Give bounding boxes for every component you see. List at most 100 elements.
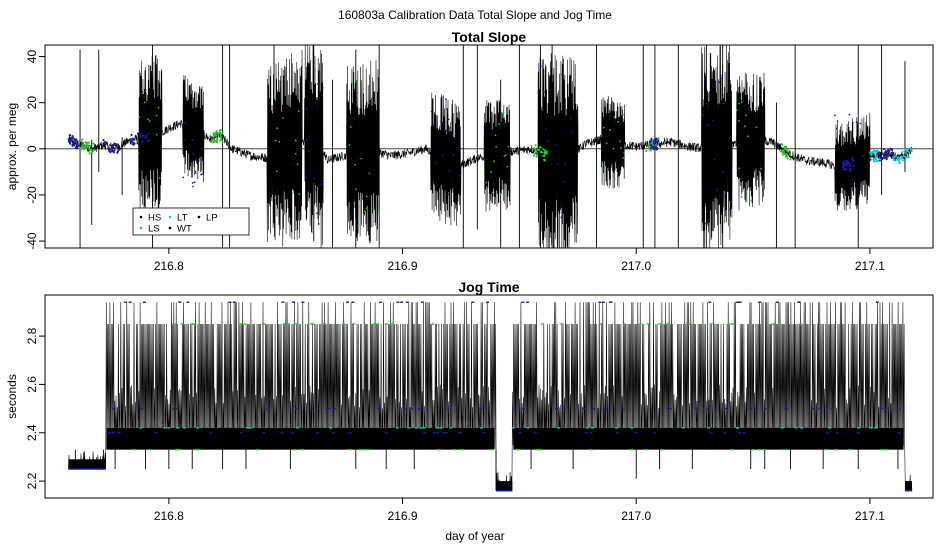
burst-point <box>349 125 352 128</box>
calibration-point <box>543 158 546 162</box>
burst-point <box>736 109 738 112</box>
calibration-point <box>907 150 910 153</box>
burst-point <box>200 173 203 176</box>
y-tick-label: 20 <box>25 96 39 110</box>
burst-point <box>155 133 158 136</box>
calibration-point <box>543 149 547 152</box>
total-slope-title: Total Slope <box>452 29 527 45</box>
calibration-point <box>75 138 78 141</box>
calibration-point <box>102 139 105 142</box>
calibration-point <box>532 154 536 157</box>
burst-point <box>458 174 461 177</box>
burst-point <box>506 165 509 168</box>
calibration-point <box>654 146 658 149</box>
burst-point <box>317 223 320 225</box>
calibration-point <box>82 143 85 146</box>
calibration-point <box>111 144 114 147</box>
burst-point <box>738 119 740 122</box>
y-tick-label: 2.2 <box>25 472 39 489</box>
burst-point <box>499 193 502 195</box>
burst-point <box>449 169 451 172</box>
calibration-point <box>214 140 217 143</box>
calibration-point <box>880 158 884 161</box>
calibration-point <box>84 141 87 144</box>
calibration-point <box>110 148 114 151</box>
burst-point <box>740 196 743 198</box>
calibration-point <box>214 132 217 135</box>
burst-point <box>194 109 197 112</box>
calibration-point <box>882 147 885 151</box>
calibration-point <box>70 136 73 140</box>
burst-point <box>503 155 506 158</box>
calibration-point <box>650 137 653 141</box>
burst-point <box>866 131 869 134</box>
burst-point <box>191 139 194 141</box>
total-slope-data <box>45 45 933 248</box>
calibration-point <box>847 162 850 165</box>
calibration-point <box>113 143 116 147</box>
calibration-point <box>846 164 849 167</box>
total-slope-panel: Total Slope 216.8 216.9 217.0 217.1-40-2002… <box>5 29 934 273</box>
burst-point <box>619 146 622 149</box>
calibration-point <box>653 139 656 142</box>
burst-point <box>142 179 145 181</box>
burst-point <box>502 112 504 115</box>
calibration-point <box>116 151 119 154</box>
calibration-point <box>890 151 893 155</box>
legend-box <box>132 207 250 236</box>
calibration-point <box>852 164 855 167</box>
calibration-point <box>873 152 876 155</box>
burst-point <box>155 114 158 117</box>
burst-point <box>360 157 363 160</box>
calibration-point <box>116 146 119 149</box>
calibration-point <box>130 133 133 136</box>
calibration-point <box>789 158 792 161</box>
calibration-point <box>784 155 787 158</box>
burst-point <box>705 222 707 225</box>
burst-point <box>138 116 141 119</box>
calibration-point <box>649 149 652 152</box>
calibration-point <box>533 147 536 150</box>
calibration-point <box>74 146 78 149</box>
calibration-point <box>84 145 88 148</box>
burst-point <box>278 140 281 143</box>
burst-point <box>504 154 507 156</box>
burst-point <box>555 144 558 147</box>
calibration-point <box>885 152 888 155</box>
calibration-point <box>534 151 537 154</box>
burst-point <box>622 157 625 159</box>
calibration-point <box>905 152 908 156</box>
calibration-point <box>79 147 82 150</box>
burst-point <box>722 102 725 105</box>
calibration-point <box>535 155 538 158</box>
calibration-point <box>781 151 784 154</box>
calibration-point <box>215 130 218 133</box>
calibration-point <box>89 144 92 148</box>
burst-point <box>835 127 838 130</box>
burst-point <box>143 101 146 104</box>
burst-point <box>623 152 626 154</box>
calibration-point <box>108 148 111 151</box>
burst-point <box>495 145 498 148</box>
burst-point <box>743 125 746 128</box>
calibration-point <box>898 161 901 165</box>
burst-point <box>740 101 743 104</box>
calibration-point <box>112 151 116 154</box>
burst-point <box>702 114 704 117</box>
legend-marker <box>139 226 143 230</box>
burst-point <box>754 107 757 110</box>
burst-point <box>321 179 323 182</box>
calibration-point <box>652 148 655 151</box>
calibration-point <box>783 145 787 149</box>
total-slope-plot-frame <box>44 44 934 249</box>
jog-low-segment <box>68 459 106 469</box>
burst-point <box>546 140 549 143</box>
calibration-point <box>130 140 133 143</box>
burst-point <box>294 139 297 142</box>
calibration-point <box>138 134 142 138</box>
calibration-point <box>657 141 660 144</box>
legend-entry-label: WT <box>177 224 192 235</box>
calibration-point <box>136 142 139 145</box>
total-slope-y-axis-label: approx. per meg <box>5 103 19 190</box>
